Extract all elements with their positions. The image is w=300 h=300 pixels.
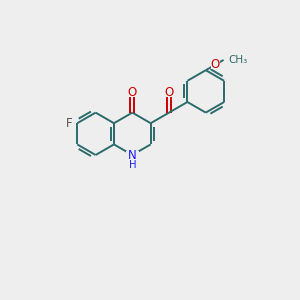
Bar [64,119,74,128]
Text: H: H [129,160,136,170]
Bar [164,88,174,97]
Text: N: N [128,149,137,162]
Bar [128,88,137,97]
Text: O: O [211,58,220,71]
Text: O: O [128,86,137,99]
Text: CH₃: CH₃ [228,55,247,65]
Text: F: F [66,117,72,130]
Text: O: O [164,86,174,99]
Bar [211,61,220,69]
Bar [126,151,139,166]
